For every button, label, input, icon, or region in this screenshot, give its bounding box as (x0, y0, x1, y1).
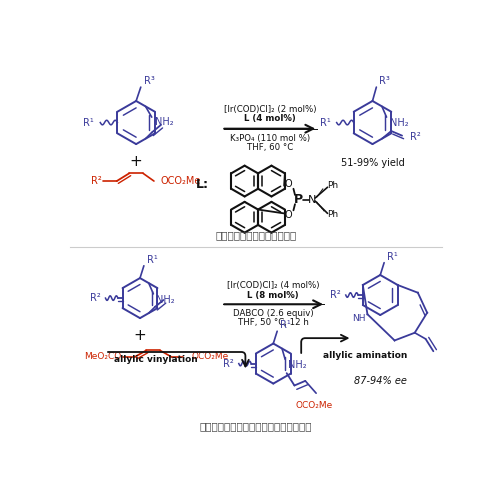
Text: R¹: R¹ (84, 117, 94, 128)
Text: R¹: R¹ (320, 117, 330, 128)
Text: R³: R³ (380, 76, 390, 86)
Text: allylic amination: allylic amination (322, 351, 407, 360)
Text: OCO₂Me: OCO₂Me (160, 176, 200, 186)
Text: OCO₂Me: OCO₂Me (296, 401, 333, 410)
Text: [Ir(COD)Cl]₂ (2 mol%): [Ir(COD)Cl]₂ (2 mol%) (224, 105, 316, 114)
Text: R²: R² (410, 132, 420, 142)
Text: N: N (308, 195, 316, 204)
Text: NH₂: NH₂ (288, 360, 307, 370)
Text: R²: R² (90, 176, 101, 186)
Text: 87-94% ee: 87-94% ee (354, 376, 406, 386)
Text: R¹: R¹ (387, 251, 398, 261)
Text: allylic vinylation: allylic vinylation (114, 355, 198, 364)
Text: R³: R³ (144, 76, 155, 86)
Text: K₃PO₄ (110 mol %): K₃PO₄ (110 mol %) (230, 134, 310, 143)
Text: NH₂: NH₂ (390, 118, 408, 128)
Text: O: O (285, 210, 292, 220)
Text: R²: R² (90, 293, 101, 303)
Text: 51-99% yield: 51-99% yield (340, 157, 404, 168)
Text: Ph: Ph (326, 210, 338, 219)
Text: MeO₂CO: MeO₂CO (84, 352, 122, 361)
Text: +: + (134, 328, 146, 343)
Text: L (4 mol%): L (4 mol%) (244, 114, 296, 123)
Text: DABCO (2.6 equiv): DABCO (2.6 equiv) (233, 309, 314, 318)
Text: NH₂: NH₂ (155, 117, 174, 127)
Text: R¹: R¹ (147, 254, 158, 265)
Text: R¹: R¹ (280, 320, 291, 330)
Text: THF, 50 °C, 12 h: THF, 50 °C, 12 h (238, 318, 308, 327)
Text: 铱催化剂催化合成苯并氮杂七元环化合物: 铱催化剂催化合成苯并氮杂七元环化合物 (200, 421, 312, 431)
Text: Ph: Ph (326, 181, 338, 190)
Text: P: P (294, 193, 302, 206)
Text: THF, 60 °C: THF, 60 °C (247, 144, 294, 152)
Text: OCO₂Me: OCO₂Me (191, 352, 228, 361)
Text: L (8 mol%): L (8 mol%) (248, 291, 299, 299)
Text: O: O (285, 179, 292, 189)
Text: R²: R² (224, 358, 234, 369)
Text: NH₂: NH₂ (156, 295, 175, 305)
Text: [Ir(COD)Cl]₂ (4 mol%): [Ir(COD)Cl]₂ (4 mol%) (227, 281, 320, 290)
Text: R²: R² (330, 290, 341, 300)
Text: NH: NH (352, 314, 366, 323)
Text: L:: L: (196, 178, 209, 191)
Text: +: + (130, 153, 142, 168)
Text: 铱催化剂催化烯丙基取代反应: 铱催化剂催化烯丙基取代反应 (216, 230, 297, 240)
